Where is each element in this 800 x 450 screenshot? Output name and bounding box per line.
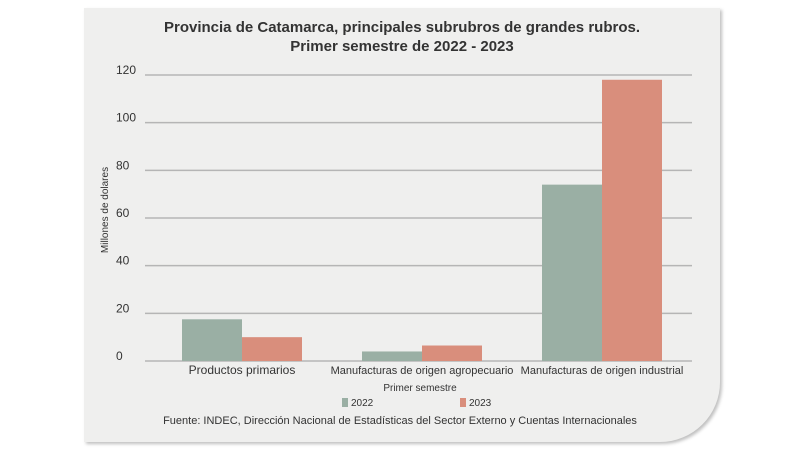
legend-swatch [460, 398, 466, 407]
legend-label: 2023 [469, 398, 492, 409]
x-axis-label: Primer semestre [383, 383, 457, 394]
legend-label: 2022 [351, 398, 374, 409]
chart-source: Fuente: INDEC, Dirección Nacional de Est… [163, 415, 637, 427]
chart-title: Provincia de Catamarca, principales subr… [84, 18, 720, 56]
y-tick-label: 40 [116, 254, 130, 268]
bar-2023 [602, 79, 662, 362]
y-tick-label: 80 [116, 158, 130, 172]
bar-2022 [542, 184, 602, 361]
bar-2022 [362, 351, 422, 361]
x-tick-label: Productos primarios [189, 363, 296, 377]
y-tick-label: 20 [116, 301, 130, 315]
y-tick-label: 120 [116, 63, 136, 77]
y-tick-label: 100 [116, 111, 136, 125]
bar-2023 [422, 345, 482, 361]
y-axis-label: Millones de dolares [100, 167, 111, 253]
legend-swatch [342, 398, 348, 407]
bar-2023 [242, 337, 302, 361]
y-tick-label: 60 [116, 206, 130, 220]
chart-title-line-2: Primer semestre de 2022 - 2023 [290, 38, 514, 55]
x-tick-label: Manufacturas de origen industrial [521, 365, 684, 377]
chart-title-line-1: Provincia de Catamarca, principales subr… [164, 19, 640, 36]
bar-2022 [182, 319, 242, 361]
y-tick-label: 0 [116, 349, 123, 363]
x-tick-label: Manufacturas de origen agropecuario [331, 365, 514, 377]
